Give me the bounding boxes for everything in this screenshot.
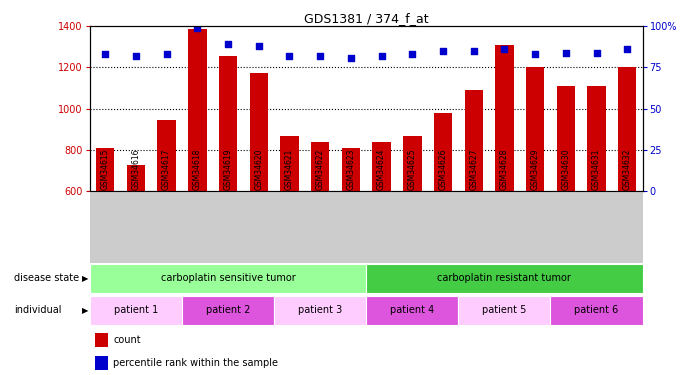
Text: patient 4: patient 4	[390, 304, 435, 315]
Point	[499, 46, 510, 53]
Bar	[366, 264, 643, 293]
Bar	[495, 45, 513, 191]
Point	[468, 48, 480, 54]
Bar	[95, 333, 108, 347]
Text: carboplatin resistant tumor: carboplatin resistant tumor	[437, 273, 571, 283]
Bar	[311, 142, 330, 191]
Bar	[403, 135, 422, 191]
Bar	[158, 120, 176, 191]
Point	[223, 41, 234, 47]
Bar	[182, 296, 274, 325]
Point	[622, 46, 633, 53]
Bar	[281, 135, 299, 191]
Title: GDS1381 / 374_f_at: GDS1381 / 374_f_at	[304, 12, 428, 25]
Bar	[90, 264, 366, 293]
Bar	[526, 68, 545, 191]
Point	[100, 51, 111, 57]
Bar	[366, 296, 458, 325]
Text: count: count	[113, 335, 141, 345]
Text: patient 2: patient 2	[206, 304, 250, 315]
Text: percentile rank within the sample: percentile rank within the sample	[113, 358, 278, 368]
Point	[407, 51, 418, 57]
Bar	[188, 29, 207, 191]
Bar	[587, 86, 606, 191]
Point	[253, 43, 264, 49]
Text: disease state: disease state	[14, 273, 79, 284]
Point	[131, 53, 142, 59]
Bar	[249, 73, 268, 191]
Bar	[557, 86, 575, 191]
Point	[376, 53, 387, 59]
Bar	[341, 148, 360, 191]
Bar	[95, 357, 108, 370]
Point	[437, 48, 448, 54]
Bar	[96, 148, 115, 191]
Point	[192, 25, 203, 31]
Bar	[372, 142, 391, 191]
Bar	[434, 113, 452, 191]
Bar	[464, 90, 483, 191]
Text: patient 1: patient 1	[114, 304, 158, 315]
Point	[346, 55, 357, 61]
Text: patient 5: patient 5	[482, 304, 527, 315]
Bar	[126, 165, 145, 191]
Point	[591, 50, 602, 55]
Point	[529, 51, 540, 57]
Bar	[458, 296, 551, 325]
Text: carboplatin sensitive tumor: carboplatin sensitive tumor	[160, 273, 296, 283]
Bar	[551, 296, 643, 325]
Text: patient 6: patient 6	[574, 304, 618, 315]
Bar	[274, 296, 366, 325]
Point	[161, 51, 172, 57]
Text: ▶: ▶	[82, 306, 88, 315]
Text: ▶: ▶	[82, 274, 88, 283]
Bar	[219, 56, 237, 191]
Point	[314, 53, 325, 59]
Text: patient 3: patient 3	[298, 304, 342, 315]
Bar	[618, 68, 636, 191]
Point	[284, 53, 295, 59]
Bar	[90, 296, 182, 325]
Point	[560, 50, 571, 55]
Text: individual: individual	[14, 305, 61, 315]
